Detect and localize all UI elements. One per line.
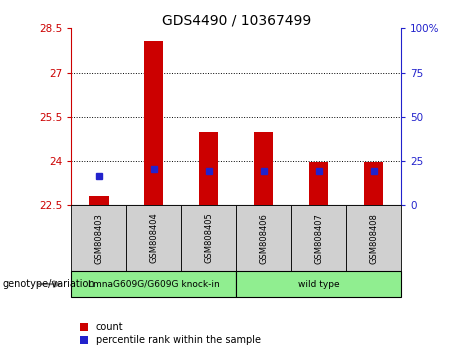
Text: GSM808404: GSM808404: [149, 213, 159, 263]
Bar: [309, 162, 328, 205]
Text: GSM808408: GSM808408: [369, 213, 378, 263]
Text: GSM808405: GSM808405: [204, 213, 213, 263]
Legend: count, percentile rank within the sample: count, percentile rank within the sample: [77, 319, 265, 349]
Bar: [199, 132, 219, 205]
Text: GSM808403: GSM808403: [95, 213, 103, 263]
Text: GSM808406: GSM808406: [259, 213, 268, 263]
Title: GDS4490 / 10367499: GDS4490 / 10367499: [162, 13, 311, 27]
Bar: [254, 132, 273, 205]
Bar: [364, 162, 383, 205]
Text: genotype/variation: genotype/variation: [2, 279, 95, 289]
Text: LmnaG609G/G609G knock-in: LmnaG609G/G609G knock-in: [88, 280, 220, 289]
Text: wild type: wild type: [298, 280, 339, 289]
Text: GSM808407: GSM808407: [314, 213, 323, 263]
Bar: [144, 41, 164, 205]
Bar: [89, 196, 108, 205]
